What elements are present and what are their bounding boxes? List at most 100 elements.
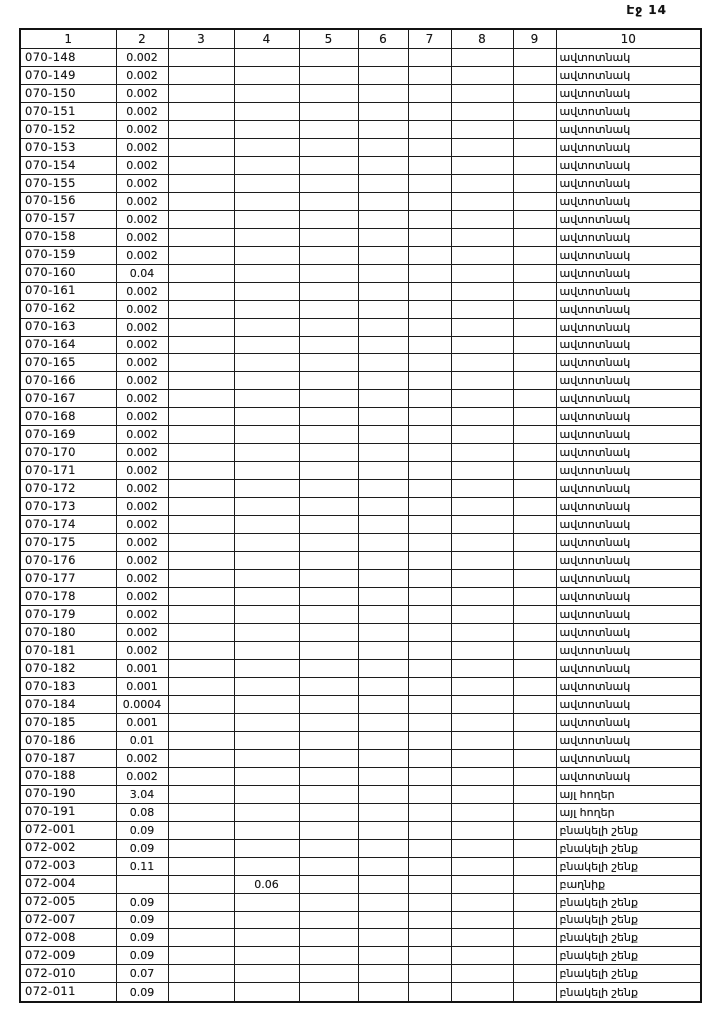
cell bbox=[298, 515, 359, 535]
cell bbox=[167, 461, 235, 481]
cell bbox=[512, 964, 557, 984]
cell: 070-168 bbox=[19, 407, 117, 427]
cell bbox=[450, 515, 514, 535]
cell bbox=[298, 569, 359, 589]
cell bbox=[357, 676, 409, 696]
cell bbox=[167, 874, 235, 894]
cell bbox=[512, 101, 557, 121]
cell bbox=[167, 766, 235, 786]
cell: 070-164 bbox=[19, 335, 117, 355]
cell bbox=[357, 784, 409, 804]
cell bbox=[512, 317, 557, 337]
cell bbox=[298, 173, 359, 193]
cell bbox=[167, 856, 235, 876]
cell bbox=[450, 497, 514, 517]
cell: ավտոտնակ bbox=[555, 137, 702, 157]
cell: 070-161 bbox=[19, 281, 117, 301]
cell bbox=[407, 65, 452, 85]
cell: 070-169 bbox=[19, 425, 117, 445]
cell bbox=[450, 964, 514, 984]
cell bbox=[167, 640, 235, 660]
cell bbox=[450, 694, 514, 714]
column-header: 8 bbox=[450, 28, 514, 49]
cell bbox=[167, 676, 235, 696]
cell bbox=[407, 317, 452, 337]
table-row: 070-175 0.002 ավտոտնակ bbox=[19, 533, 702, 553]
cell: 0.002 bbox=[115, 407, 169, 427]
cell bbox=[450, 910, 514, 930]
table-row: 070-185 0.001 ավտոտնակ bbox=[19, 712, 702, 732]
cell bbox=[357, 389, 409, 409]
cell bbox=[450, 551, 514, 571]
table-row: 070-170 0.002 ավտոտնակ bbox=[19, 443, 702, 463]
column-header: 1 bbox=[19, 28, 117, 49]
cell bbox=[450, 892, 514, 912]
column-header: 7 bbox=[407, 28, 452, 49]
cell bbox=[407, 461, 452, 481]
cell bbox=[167, 730, 235, 750]
cell bbox=[233, 299, 300, 319]
cell bbox=[512, 389, 557, 409]
column-header: 2 bbox=[115, 28, 169, 49]
table-row: 070-182 0.001 ավտոտնակ bbox=[19, 658, 702, 678]
cell bbox=[357, 640, 409, 660]
table-row: 070-164 0.002 ավտոտնակ bbox=[19, 335, 702, 355]
table-row: 070-160 0.04 ավտոտնակ bbox=[19, 263, 702, 283]
cell bbox=[512, 946, 557, 966]
cell bbox=[512, 407, 557, 427]
cell: 0.08 bbox=[115, 802, 169, 822]
cell bbox=[167, 281, 235, 301]
cell bbox=[357, 425, 409, 445]
cell bbox=[298, 155, 359, 175]
cell bbox=[407, 856, 452, 876]
cell bbox=[407, 371, 452, 391]
table-row: 070-190 3.04 այլ հողեր bbox=[19, 784, 702, 804]
cell: ավտոտնակ bbox=[555, 623, 702, 642]
cell: 070-182 bbox=[19, 658, 117, 678]
table-body: 070-148 0.002 ավտոտնակ 070-149 0.002 ավտոտնակ… bbox=[19, 48, 702, 1003]
cell bbox=[450, 83, 514, 103]
cell: 070-167 bbox=[19, 389, 117, 409]
cell bbox=[407, 389, 452, 409]
cell: 072-001 bbox=[19, 820, 117, 840]
cell: 070-152 bbox=[19, 119, 117, 139]
table-row: 070-156 0.002 ավտոտնակ bbox=[19, 191, 702, 211]
cell bbox=[298, 676, 359, 696]
cell: ավտոտնակ bbox=[555, 658, 702, 678]
cell: 072-007 bbox=[19, 910, 117, 930]
cell bbox=[450, 623, 514, 642]
cell bbox=[450, 640, 514, 660]
cell bbox=[298, 425, 359, 445]
cell bbox=[450, 946, 514, 966]
cell bbox=[357, 137, 409, 157]
cell bbox=[233, 119, 300, 139]
cell: 0.09 bbox=[115, 892, 169, 912]
cell bbox=[298, 299, 359, 319]
cell: ավտոտնակ bbox=[555, 766, 702, 786]
cell bbox=[450, 928, 514, 948]
cell bbox=[167, 515, 235, 535]
table-row: 070-162 0.002 ավտոտնակ bbox=[19, 299, 702, 319]
column-header: 5 bbox=[298, 28, 359, 49]
cell: 070-177 bbox=[19, 569, 117, 589]
cell: 0.09 bbox=[115, 982, 169, 1003]
cell: 070-174 bbox=[19, 515, 117, 535]
cell bbox=[357, 479, 409, 499]
cell bbox=[357, 856, 409, 876]
table-row: 072-008 0.09 բնակելի շենք bbox=[19, 928, 702, 948]
cell bbox=[407, 910, 452, 930]
cell bbox=[407, 425, 452, 445]
cell bbox=[233, 173, 300, 193]
cell bbox=[233, 694, 300, 714]
table-row: 072-001 0.09 բնակելի շենք bbox=[19, 820, 702, 840]
cell bbox=[167, 173, 235, 193]
table-row: 070-186 0.01 ավտոտնակ bbox=[19, 730, 702, 750]
cell: 0.002 bbox=[115, 551, 169, 571]
column-header: 3 bbox=[167, 28, 235, 49]
table-row: 070-151 0.002 ավտոտնակ bbox=[19, 101, 702, 121]
cell bbox=[512, 479, 557, 499]
cell bbox=[407, 694, 452, 714]
cell bbox=[407, 443, 452, 463]
cell bbox=[167, 119, 235, 139]
cell: բնակելի շենք bbox=[555, 982, 702, 1003]
